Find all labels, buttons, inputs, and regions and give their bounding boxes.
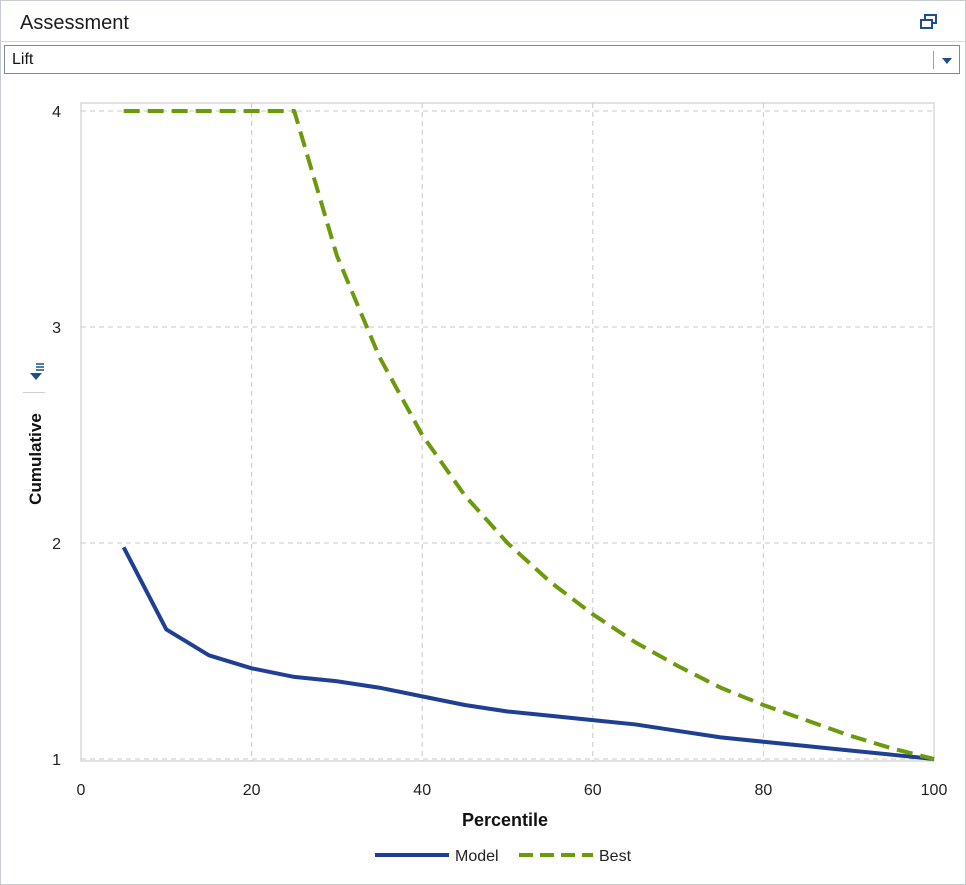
series-line-model bbox=[121, 546, 935, 761]
series-line-best bbox=[123, 109, 935, 761]
dropdown-selected-value: Lift bbox=[12, 51, 34, 68]
y-tick-label: 1 bbox=[52, 752, 61, 769]
x-tick-labels: 0 20 40 60 80 100 bbox=[77, 782, 948, 799]
x-tick-label: 80 bbox=[755, 782, 773, 799]
x-tick-label: 20 bbox=[243, 782, 261, 799]
x-tick-label: 40 bbox=[413, 782, 431, 799]
restore-window-icon[interactable] bbox=[919, 13, 939, 31]
x-tick-label: 0 bbox=[77, 782, 86, 799]
chevron-down-icon[interactable] bbox=[940, 56, 954, 66]
legend-model-label: Model bbox=[455, 848, 499, 865]
chart-type-dropdown[interactable]: Lift bbox=[4, 45, 960, 74]
x-axis-label: Percentile bbox=[462, 810, 548, 830]
filter-menu-icon[interactable] bbox=[27, 363, 45, 383]
y-axis-label: Cumulative bbox=[26, 413, 45, 505]
grid-lines bbox=[80, 103, 935, 761]
filter-separator bbox=[23, 392, 45, 393]
dropdown-separator bbox=[933, 51, 934, 69]
panel-title: Assessment bbox=[20, 12, 129, 34]
panel-header: Assessment bbox=[1, 1, 965, 42]
x-tick-label: 60 bbox=[584, 782, 602, 799]
y-tick-label: 3 bbox=[52, 320, 61, 337]
legend-best-label: Best bbox=[599, 848, 632, 865]
y-tick-label: 2 bbox=[52, 536, 61, 553]
legend: Model Best bbox=[375, 848, 632, 865]
x-tick-label: 100 bbox=[921, 782, 948, 799]
y-tick-labels: 1 2 3 4 bbox=[52, 104, 61, 769]
y-tick-label: 4 bbox=[52, 104, 61, 121]
series-lines bbox=[121, 109, 935, 761]
plot-frame bbox=[80, 102, 935, 762]
